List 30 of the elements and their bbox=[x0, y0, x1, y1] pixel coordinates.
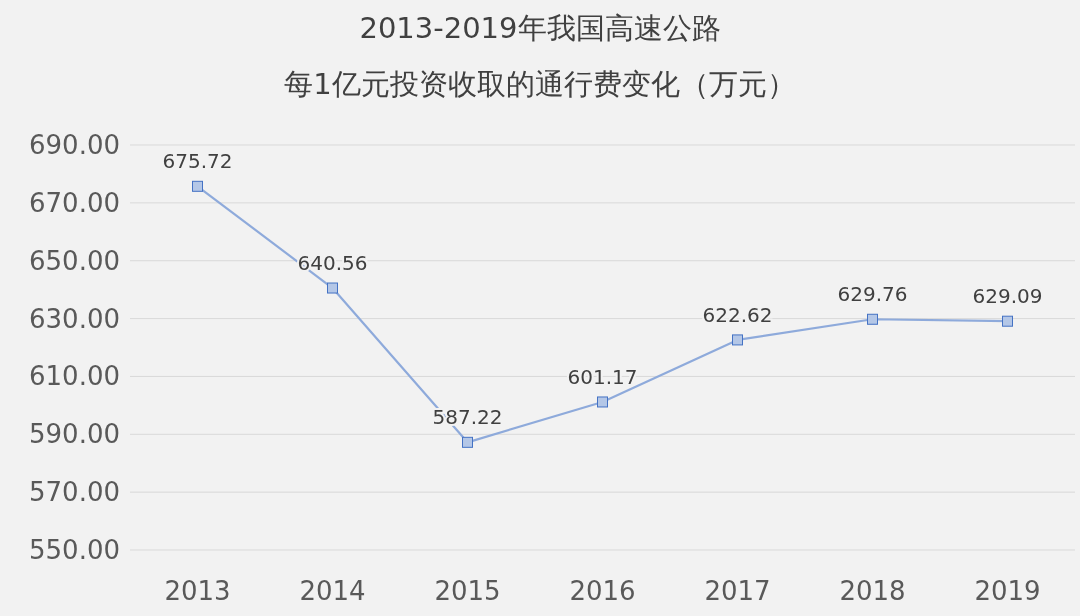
y-tick-label: 690.00 bbox=[29, 130, 120, 160]
x-tick-label: 2013 bbox=[164, 576, 231, 606]
data-label: 629.09 bbox=[972, 284, 1043, 309]
x-tick-label: 2018 bbox=[839, 576, 906, 606]
point bbox=[327, 282, 338, 294]
x-tick-label: 2019 bbox=[974, 576, 1041, 606]
point bbox=[597, 396, 608, 408]
chart-subtitle: 每1亿元投资收取的通行费变化（万元） bbox=[284, 67, 796, 101]
y-tick-label: 670.00 bbox=[29, 187, 120, 218]
y-tick-label: 650.00 bbox=[29, 245, 120, 276]
point bbox=[1002, 315, 1013, 327]
data-label: 675.72 bbox=[162, 149, 233, 174]
y-tick-label: 610.00 bbox=[29, 361, 120, 392]
x-tick-label: 2017 bbox=[704, 576, 771, 606]
y-tick-label: 550.00 bbox=[29, 535, 120, 565]
point bbox=[867, 313, 878, 325]
y-tick-label: 630.00 bbox=[29, 303, 120, 334]
point bbox=[462, 436, 473, 448]
data-label: 601.17 bbox=[567, 364, 638, 389]
chart-title: 2013-2019年我国高速公路 bbox=[359, 11, 721, 45]
point bbox=[192, 180, 203, 192]
y-tick-label: 570.00 bbox=[29, 477, 120, 508]
x-tick-label: 2015 bbox=[434, 576, 501, 606]
x-tick-label: 2014 bbox=[299, 576, 366, 606]
data-label: 640.56 bbox=[297, 251, 368, 276]
y-tick-label: 590.00 bbox=[29, 419, 120, 450]
point bbox=[732, 334, 743, 346]
x-tick-label: 2016 bbox=[569, 576, 636, 606]
data-label: 629.76 bbox=[837, 282, 908, 307]
data-label: 622.62 bbox=[702, 302, 773, 327]
